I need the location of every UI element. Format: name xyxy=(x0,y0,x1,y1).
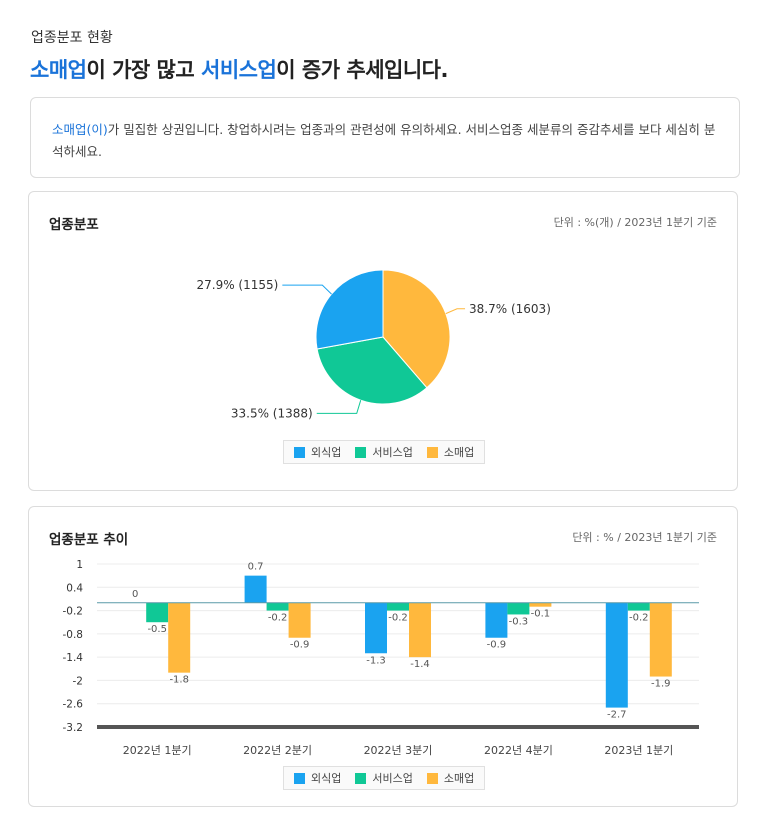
trend-legend-swatch-retail xyxy=(426,772,438,784)
bar-value-label: 0.7 xyxy=(248,562,264,573)
legend-item-retail[interactable]: 소매업 xyxy=(426,444,475,460)
bar-value-label: -1.3 xyxy=(366,655,386,666)
notice-text: 가 밀집한 상권입니다. 창업하시려는 업종과의 관련성에 유의하세요. 서비스… xyxy=(52,122,716,159)
trend-legend-item-service[interactable]: 서비스업 xyxy=(355,770,413,786)
trend-legend-swatch-service xyxy=(355,772,367,784)
bar-value-label: -0.9 xyxy=(290,640,310,651)
legend-item-food[interactable]: 외식업 xyxy=(294,444,341,460)
x-tick-label: 2022년 2분기 xyxy=(243,744,312,757)
y-tick-label: 1 xyxy=(76,559,83,571)
bar-food[interactable] xyxy=(244,575,267,603)
pie-slice-food[interactable] xyxy=(315,269,384,350)
bar-service[interactable] xyxy=(627,602,650,611)
x-tick-label: 2022년 3분기 xyxy=(364,744,433,757)
legend-swatch-service xyxy=(355,446,367,458)
legend-label-food: 외식업 xyxy=(311,446,342,459)
bar-value-label: -1.9 xyxy=(651,679,671,690)
distribution-legend: 외식업 서비스업 소매업 xyxy=(283,440,486,464)
legend-item-service[interactable]: 서비스업 xyxy=(355,444,413,460)
bar-service[interactable] xyxy=(387,602,409,611)
x-axis-baseline xyxy=(97,725,699,729)
pie-leader-service xyxy=(316,400,362,414)
bar-chart: 1 0.4 -0.2 -0.8 -1.4 -2 -2.6 -3.2 0 -0.5 -1.8 0.7 -… xyxy=(63,559,699,757)
bar-retail[interactable] xyxy=(649,602,672,677)
pie-label-retail: 38.7% (1603) xyxy=(469,302,551,316)
trend-card-unit: 단위 : % / 2023년 1분기 기준 xyxy=(572,531,717,544)
bar-value-label: 0 xyxy=(132,589,138,600)
bar-retail[interactable] xyxy=(168,602,191,673)
bar-service[interactable] xyxy=(266,602,289,611)
y-tick-label: -2.6 xyxy=(63,699,84,711)
trend-legend-item-retail[interactable]: 소매업 xyxy=(426,770,475,786)
headline-highlight-service: 서비스업 xyxy=(201,58,277,82)
bar-value-label: -0.2 xyxy=(388,613,408,624)
y-tick-label: -1.4 xyxy=(63,652,84,664)
headline-highlight-retail: 소매업 xyxy=(30,58,87,82)
bar-service[interactable] xyxy=(507,602,530,615)
bar-service[interactable] xyxy=(146,602,169,623)
bar-value-label: -0.2 xyxy=(629,613,649,624)
bar-value-label: -0.1 xyxy=(531,609,551,620)
y-tick-label: -0.2 xyxy=(63,606,84,618)
x-tick-label: 2023년 1분기 xyxy=(604,744,673,757)
trend-legend-swatch-food xyxy=(294,772,305,784)
bar-value-label: -0.2 xyxy=(268,613,288,624)
legend-swatch-food xyxy=(294,446,305,458)
bar-food[interactable] xyxy=(605,602,628,708)
trend-legend: 외식업 서비스업 소매업 xyxy=(283,766,486,790)
x-tick-label: 2022년 4분기 xyxy=(484,744,553,757)
distribution-card-unit: 단위 : %(개) / 2023년 1분기 기준 xyxy=(553,216,717,229)
pie-slice-service[interactable] xyxy=(316,336,428,405)
bar-food[interactable] xyxy=(485,602,508,638)
trend-legend-label-retail: 소매업 xyxy=(443,772,475,785)
y-tick-label: -3.2 xyxy=(63,722,84,734)
bar-value-label: -1.4 xyxy=(410,659,430,670)
page-headline: 소매업이 가장 많고 서비스업이 증가 추세입니다. xyxy=(30,54,448,84)
bar-retail[interactable] xyxy=(288,602,311,638)
trend-card: 업종분포 추이 단위 : % / 2023년 1분기 기준 1 0.4 -0.2 -0… xyxy=(28,506,738,807)
pie-label-service: 33.5% (1388) xyxy=(231,406,313,420)
notice-box: 소매업(이)가 밀집한 상권입니다. 창업하시려는 업종과의 관련성에 유의하세… xyxy=(30,97,740,178)
bar-retail[interactable] xyxy=(529,602,552,607)
bar-value-label: -0.5 xyxy=(147,624,167,635)
pie-leader-food xyxy=(282,284,332,295)
bar-value-label: -0.9 xyxy=(487,640,507,651)
trend-legend-item-food[interactable]: 외식업 xyxy=(294,770,341,786)
pie-slice-retail[interactable] xyxy=(382,269,451,389)
legend-swatch-retail xyxy=(426,446,438,458)
bar-retail[interactable] xyxy=(409,602,431,658)
distribution-card: 업종분포 단위 : %(개) / 2023년 1분기 기준 38.7% (160… xyxy=(28,191,738,491)
pie-label-food: 27.9% (1155) xyxy=(196,278,278,292)
trend-legend-label-food: 외식업 xyxy=(311,772,342,785)
trend-card-title: 업종분포 추이 xyxy=(49,532,129,548)
section-label: 업종분포 현황 xyxy=(31,30,113,46)
trend-legend-label-service: 서비스업 xyxy=(372,772,413,785)
bar-value-label: -1.8 xyxy=(169,675,189,686)
bar-value-label: -0.3 xyxy=(509,616,529,627)
y-tick-label: 0.4 xyxy=(66,582,83,594)
y-tick-label: -0.8 xyxy=(63,629,84,641)
y-tick-label: -2 xyxy=(73,675,83,687)
pie-leader-retail xyxy=(445,308,466,315)
x-tick-label: 2022년 1분기 xyxy=(123,744,192,757)
distribution-card-title: 업종분포 xyxy=(49,217,99,233)
notice-highlight: 소매업(이) xyxy=(52,122,108,137)
bar-food[interactable] xyxy=(365,602,387,654)
bar-value-label: -2.7 xyxy=(607,710,627,721)
headline-text-mid: 이 가장 많고 xyxy=(86,58,202,82)
legend-label-retail: 소매업 xyxy=(443,446,475,459)
headline-text-end: 이 증가 추세입니다. xyxy=(276,58,448,82)
legend-label-service: 서비스업 xyxy=(372,446,413,459)
pie-chart: 38.7% (1603) 33.5% (1388) 27.9% (1155) xyxy=(196,269,551,420)
